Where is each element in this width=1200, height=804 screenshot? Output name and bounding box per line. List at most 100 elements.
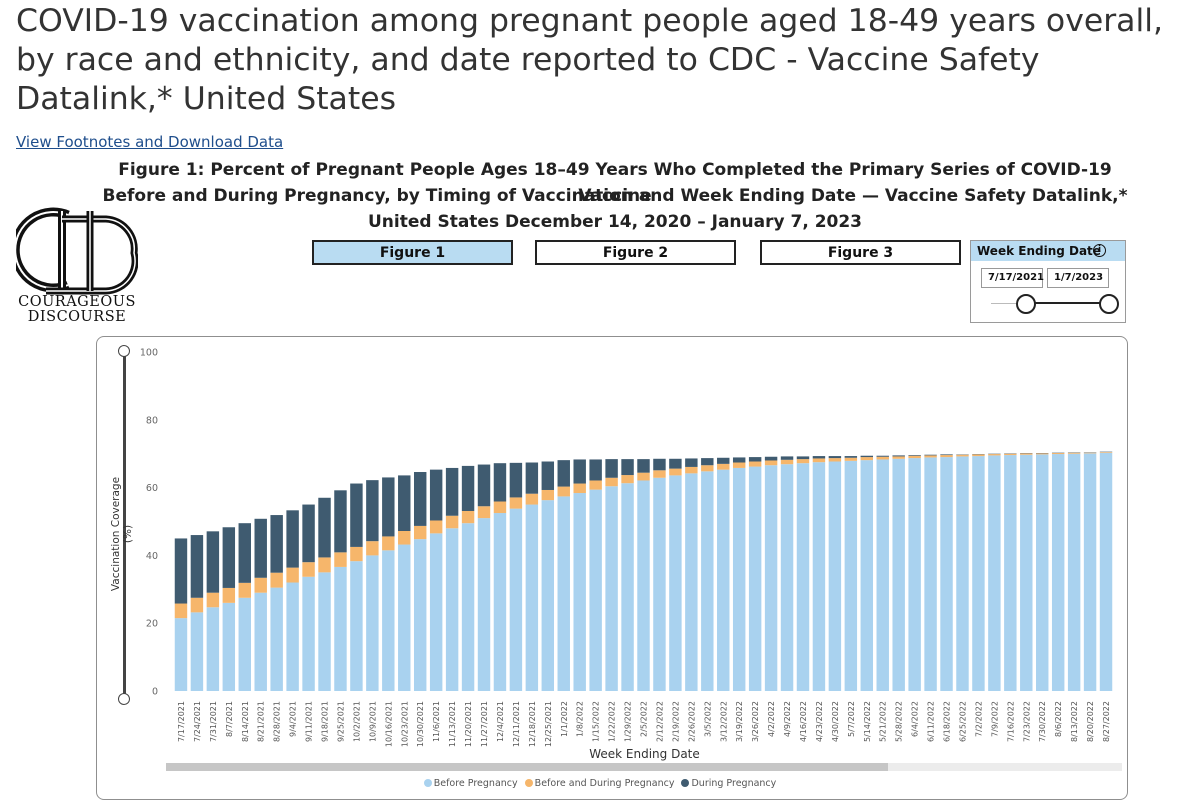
legend-item-during[interactable]: During Pregnancy [681, 778, 776, 789]
bar-segment[interactable] [174, 603, 188, 619]
bar-segment[interactable] [924, 454, 937, 456]
bar-segment[interactable] [429, 469, 443, 521]
bar-segment[interactable] [573, 493, 586, 691]
bar-segment[interactable] [302, 504, 315, 563]
bar-segment[interactable] [812, 456, 826, 459]
bar-segment[interactable] [828, 456, 842, 459]
bar-segment[interactable] [286, 567, 299, 583]
bar-segment[interactable] [780, 464, 794, 691]
bar-segment[interactable] [748, 461, 762, 467]
bar-segment[interactable] [924, 457, 937, 691]
start-date-input[interactable]: 7/17/2021 [981, 268, 1044, 288]
bar-segment[interactable] [940, 455, 953, 458]
bar-segment[interactable] [764, 460, 778, 466]
bar-segment[interactable] [876, 456, 889, 460]
bar-segment[interactable] [892, 455, 905, 457]
bar-segment[interactable] [493, 501, 507, 514]
bar-segment[interactable] [350, 483, 363, 547]
bar-segment[interactable] [525, 504, 539, 691]
bar-segment[interactable] [669, 475, 682, 691]
bar-segment[interactable] [796, 463, 810, 691]
bar-segment[interactable] [780, 456, 794, 460]
bar-segment[interactable] [509, 462, 523, 498]
bar-segment[interactable] [1083, 452, 1097, 454]
bar-segment[interactable] [206, 592, 220, 608]
bar-segment[interactable] [940, 457, 953, 691]
bar-segment[interactable] [477, 464, 491, 507]
bar-segment[interactable] [445, 528, 459, 691]
bar-segment[interactable] [972, 454, 985, 457]
bar-segment[interactable] [382, 536, 395, 551]
bar-segment[interactable] [892, 458, 905, 691]
bar-segment[interactable] [1004, 455, 1017, 691]
bar-segment[interactable] [764, 456, 778, 461]
bar-segment[interactable] [717, 457, 730, 464]
bar-segment[interactable] [302, 576, 315, 691]
bar-segment[interactable] [222, 587, 236, 603]
bar-segment[interactable] [445, 467, 459, 516]
bar-segment[interactable] [701, 458, 714, 466]
bar-segment[interactable] [828, 461, 842, 692]
bar-segment[interactable] [509, 508, 523, 691]
bar-segment[interactable] [956, 456, 969, 691]
bar-segment[interactable] [956, 454, 969, 457]
bar-segment[interactable] [190, 597, 204, 613]
bar-segment[interactable] [589, 459, 602, 481]
bar-segment[interactable] [573, 459, 586, 484]
bar-segment[interactable] [876, 455, 889, 457]
bar-segment[interactable] [732, 462, 746, 468]
bar-segment[interactable] [1051, 454, 1065, 691]
bar-segment[interactable] [334, 490, 347, 553]
bar-segment[interactable] [493, 513, 507, 691]
bar-segment[interactable] [924, 455, 937, 458]
bar-segment[interactable] [605, 459, 618, 478]
bar-segment[interactable] [988, 455, 1001, 691]
tab-figure-3[interactable]: Figure 3 [760, 240, 961, 265]
bar-segment[interactable] [940, 454, 953, 456]
bar-segment[interactable] [748, 466, 762, 691]
bar-segment[interactable] [429, 533, 443, 691]
bar-segment[interactable] [286, 510, 299, 568]
bar-segment[interactable] [669, 458, 682, 469]
bar-segment[interactable] [398, 475, 411, 531]
bar-segment[interactable] [605, 477, 618, 487]
bar-segment[interactable] [286, 582, 299, 691]
bar-segment[interactable] [206, 607, 220, 691]
bar-segment[interactable] [844, 457, 858, 461]
bar-segment[interactable] [860, 460, 874, 691]
bar-segment[interactable] [844, 460, 858, 691]
bar-segment[interactable] [860, 455, 874, 458]
bar-segment[interactable] [1036, 454, 1049, 691]
bar-segment[interactable] [398, 530, 411, 545]
bar-segment[interactable] [732, 457, 746, 463]
bar-segment[interactable] [366, 480, 379, 542]
bar-segment[interactable] [1099, 452, 1113, 453]
footnotes-download-link[interactable]: View Footnotes and Download Data [16, 133, 284, 151]
bar-segment[interactable] [669, 468, 682, 476]
bar-segment[interactable] [685, 458, 698, 467]
bar-segment[interactable] [525, 493, 539, 505]
bar-segment[interactable] [222, 602, 236, 691]
bar-segment[interactable] [685, 473, 698, 691]
bar-segment[interactable] [398, 544, 411, 691]
bar-segment[interactable] [222, 527, 236, 588]
bar-segment[interactable] [1036, 453, 1049, 455]
bar-segment[interactable] [637, 459, 650, 473]
bar-segment[interactable] [1020, 454, 1033, 691]
bar-segment[interactable] [557, 486, 570, 497]
tab-figure-1[interactable]: Figure 1 [312, 240, 513, 265]
bar-segment[interactable] [318, 557, 331, 573]
bar-segment[interactable] [717, 463, 730, 470]
bar-segment[interactable] [653, 470, 666, 478]
bar-segment[interactable] [238, 582, 251, 598]
bar-segment[interactable] [828, 458, 842, 462]
bar-segment[interactable] [270, 572, 283, 588]
bar-segment[interactable] [525, 462, 539, 494]
bar-segment[interactable] [1051, 453, 1065, 455]
bar-segment[interactable] [844, 456, 858, 458]
bar-segment[interactable] [318, 572, 331, 691]
y-axis-min-handle[interactable] [118, 693, 130, 705]
bar-segment[interactable] [1004, 453, 1017, 456]
bar-segment[interactable] [685, 466, 698, 474]
bar-segment[interactable] [764, 465, 778, 691]
